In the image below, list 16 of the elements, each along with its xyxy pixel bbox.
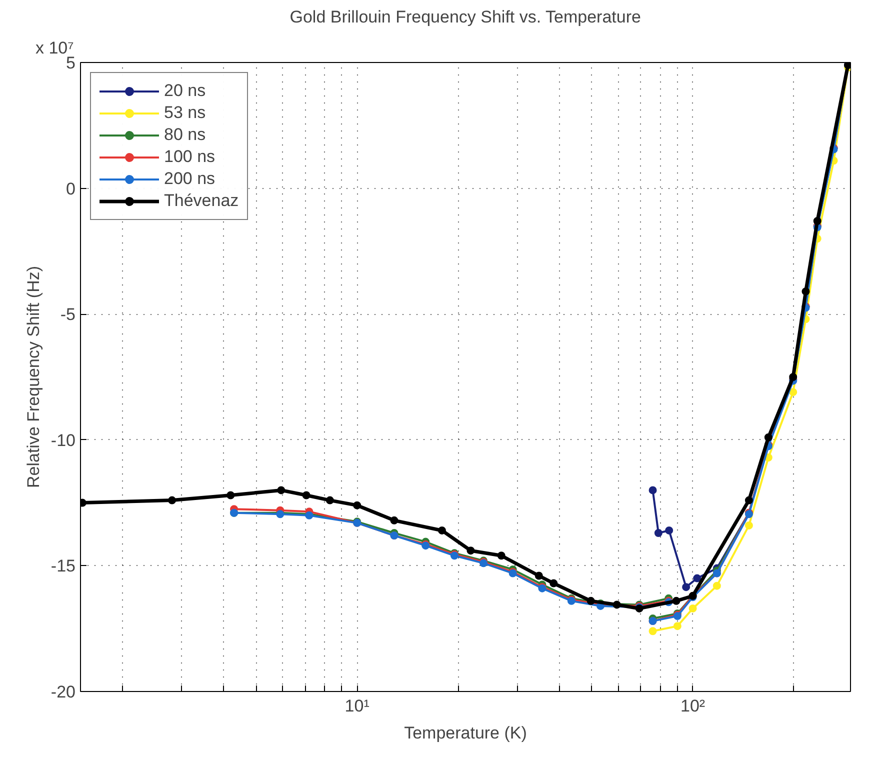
x-tick-label: 10¹ xyxy=(344,696,370,716)
y-tick-label: -5 xyxy=(60,305,76,324)
x-axis-title: Temperature (K) xyxy=(404,724,527,742)
x-tick-label: 10² xyxy=(680,696,706,716)
legend-label: 200 ns xyxy=(164,169,216,189)
legend-label: 53 ns xyxy=(164,103,206,123)
y-tick-label: 0 xyxy=(66,179,76,198)
legend-label: 80 ns xyxy=(164,125,206,145)
chart-title: Gold Brillouin Frequency Shift vs. Temperature xyxy=(290,8,641,26)
y-tick-label: -10 xyxy=(50,430,76,450)
y-axis-title: Relative Frequency Shift (Hz) xyxy=(24,266,43,488)
legend-label: 100 ns xyxy=(164,147,216,167)
legend-label: 20 ns xyxy=(164,81,206,101)
y-tick-label: -20 xyxy=(50,682,76,702)
y-tick-label: -15 xyxy=(50,556,76,576)
legend-label: Thévenaz xyxy=(164,191,239,211)
